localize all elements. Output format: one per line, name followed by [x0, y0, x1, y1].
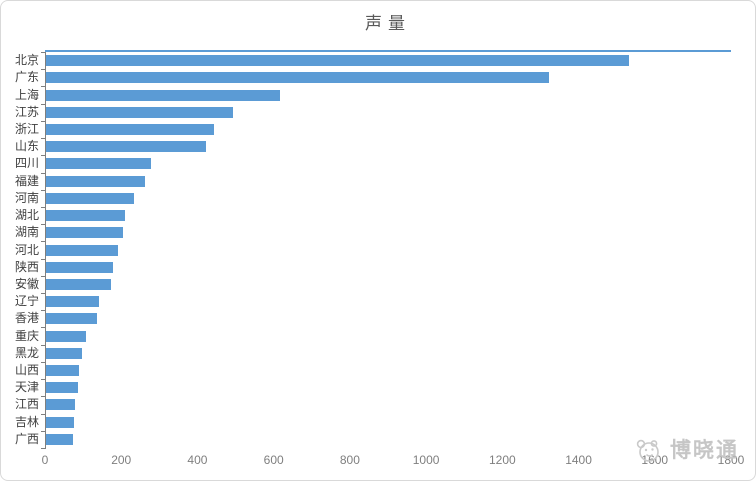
- category-label-河北: 河北: [14, 242, 39, 257]
- y-axis-tick: [41, 310, 45, 312]
- y-axis-tick: [41, 172, 45, 174]
- category-label-河南: 河南: [14, 190, 39, 205]
- x-tick-label-0: 0: [41, 453, 49, 467]
- bar-广东: [46, 72, 550, 84]
- x-tick-label-1400: 1400: [565, 453, 592, 467]
- bar-山东: [46, 141, 207, 153]
- bar-广西: [46, 433, 73, 445]
- y-axis-tick: [41, 344, 45, 346]
- bar-山西: [46, 365, 79, 377]
- category-label-湖北: 湖北: [14, 208, 39, 223]
- x-tick-label-1600: 1600: [641, 453, 669, 467]
- category-label-浙江: 浙江: [14, 121, 39, 136]
- y-axis-tick: [41, 103, 45, 105]
- bar-天津: [46, 382, 78, 394]
- bar-河北: [46, 244, 119, 256]
- bar-陕西: [46, 261, 113, 273]
- y-axis-tick: [41, 138, 45, 140]
- y-axis-tick: [41, 86, 45, 88]
- bar-上海: [46, 89, 281, 101]
- y-axis-tick: [41, 413, 45, 415]
- y-axis-tick: [41, 361, 45, 363]
- category-label-天津: 天津: [14, 380, 39, 395]
- category-label-北京: 北京: [14, 53, 39, 68]
- y-axis-tick: [41, 396, 45, 398]
- y-axis-tick: [41, 155, 45, 157]
- plot-area-top-border: [45, 50, 731, 52]
- x-tick-label-600: 600: [263, 453, 284, 467]
- y-axis-tick: [41, 327, 45, 329]
- category-label-广东: 广东: [14, 70, 39, 85]
- category-label-吉林: 吉林: [14, 414, 39, 429]
- y-axis-tick: [41, 258, 45, 260]
- y-axis-tick: [41, 120, 45, 122]
- category-label-陕西: 陕西: [14, 259, 39, 274]
- category-label-重庆: 重庆: [14, 328, 39, 343]
- bar-辽宁: [46, 296, 100, 308]
- category-label-四川: 四川: [14, 156, 39, 171]
- category-label-广西: 广西: [14, 431, 39, 446]
- chart-title: 声量: [365, 14, 411, 33]
- plot-area: [45, 52, 731, 448]
- y-axis-tick: [41, 69, 45, 71]
- bar-香港: [46, 313, 98, 325]
- bar-四川: [46, 158, 151, 170]
- y-axis-tick: [41, 241, 45, 243]
- category-label-黑龙: 黑龙: [14, 345, 39, 360]
- category-label-江苏: 江苏: [14, 104, 39, 119]
- y-axis-tick: [41, 189, 45, 191]
- category-label-上海: 上海: [14, 87, 39, 102]
- x-tick-label-200: 200: [111, 453, 132, 467]
- x-tick-label-800: 800: [339, 453, 360, 467]
- bar-安徽: [46, 278, 111, 290]
- bar-河南: [46, 192, 134, 204]
- bar-湖南: [46, 227, 123, 239]
- x-tick-label-1200: 1200: [488, 453, 516, 467]
- category-label-江西: 江西: [14, 397, 39, 412]
- y-axis-tick: [41, 293, 45, 295]
- y-axis-line: [41, 52, 46, 449]
- category-label-山东: 山东: [14, 139, 39, 154]
- bar-重庆: [46, 330, 87, 342]
- y-axis-tick: [41, 206, 45, 208]
- bar-吉林: [46, 416, 74, 428]
- bar-江苏: [46, 106, 233, 118]
- x-tick-label-1000: 1000: [412, 453, 440, 467]
- category-label-香港: 香港: [14, 311, 39, 326]
- bar-江西: [46, 399, 75, 411]
- bar-湖北: [46, 210, 125, 222]
- y-axis-tick: [41, 224, 45, 226]
- category-label-湖南: 湖南: [14, 225, 39, 240]
- bar-黑龙: [46, 347, 83, 359]
- category-label-福建: 福建: [14, 173, 39, 188]
- x-tick-label-1800: 1800: [717, 453, 745, 467]
- category-label-安徽: 安徽: [14, 276, 39, 291]
- y-axis-tick: [41, 430, 45, 432]
- category-label-辽宁: 辽宁: [14, 294, 39, 309]
- y-axis-tick: [41, 379, 45, 381]
- y-axis-tick: [41, 52, 45, 53]
- bar-浙江: [46, 123, 214, 135]
- x-tick-label-400: 400: [187, 453, 208, 467]
- category-label-山西: 山西: [14, 363, 39, 378]
- bar-福建: [46, 175, 146, 187]
- y-axis-tick: [41, 275, 45, 277]
- y-axis-tick: [41, 448, 45, 449]
- bar-北京: [46, 55, 630, 67]
